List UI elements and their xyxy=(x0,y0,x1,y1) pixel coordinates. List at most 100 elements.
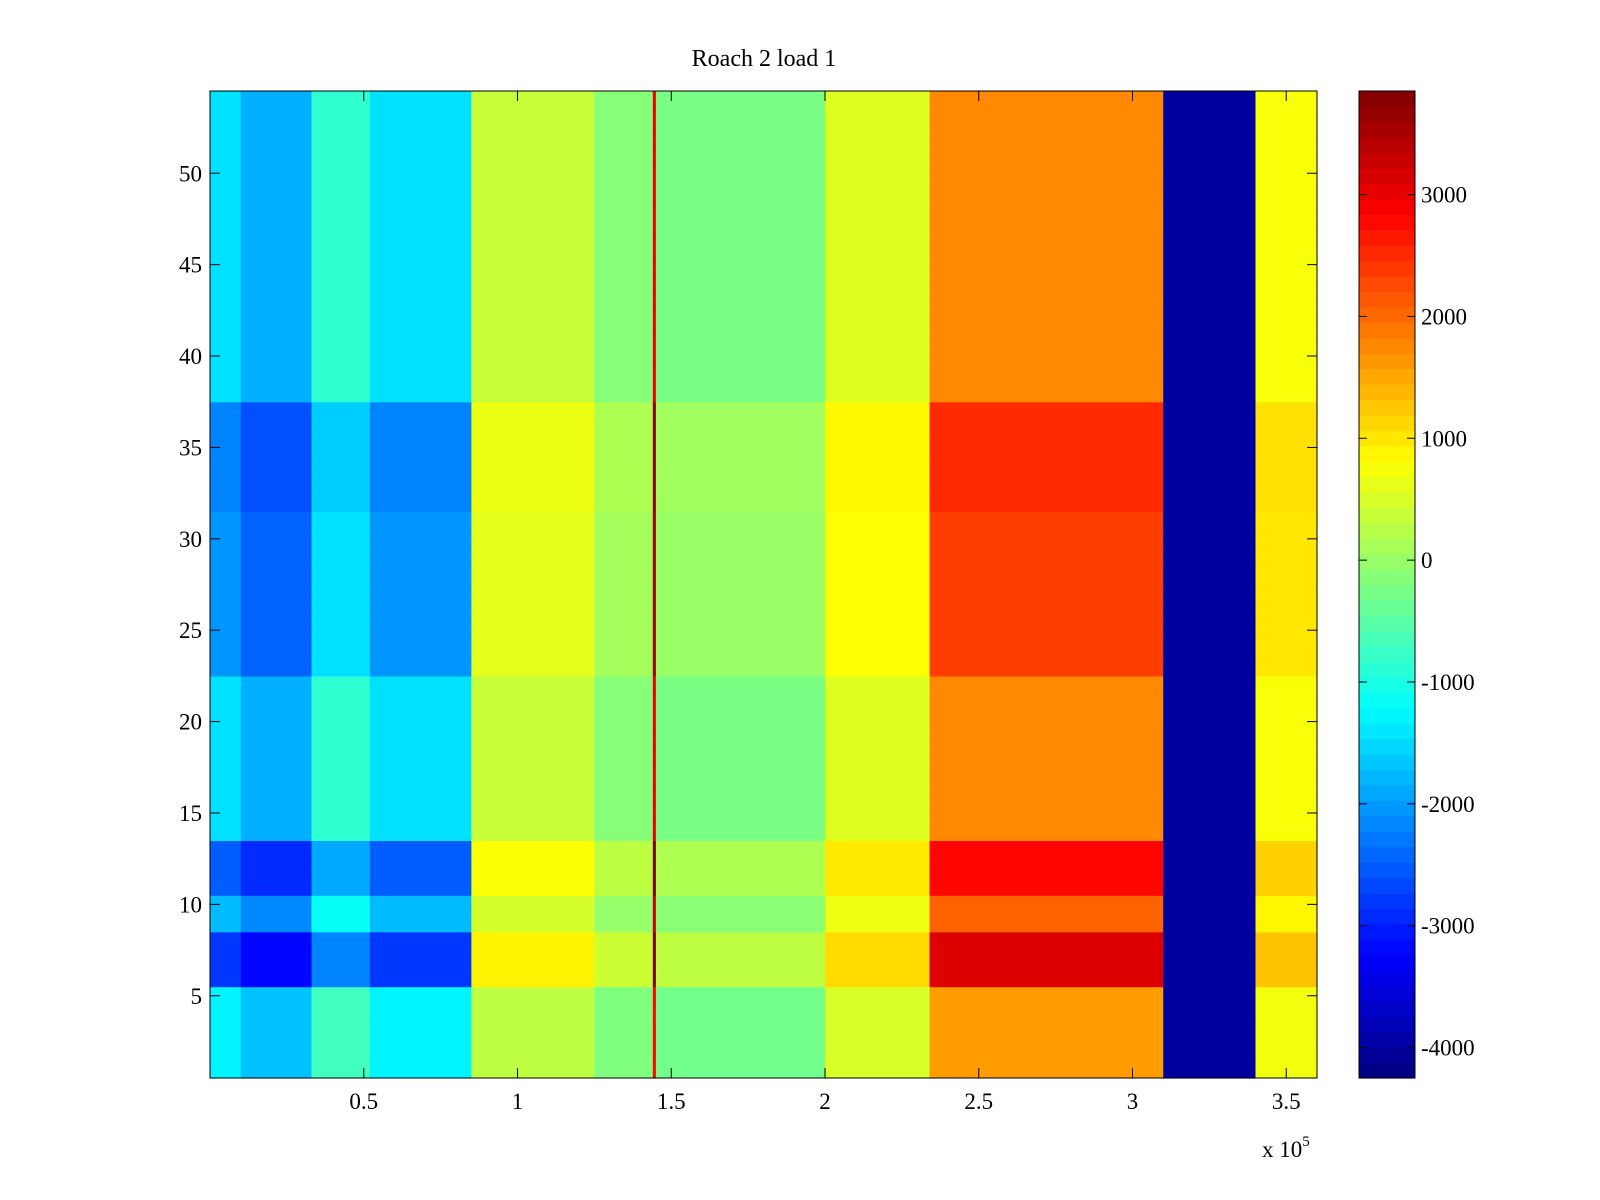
heatmap-cell xyxy=(652,876,657,896)
heatmap-cell xyxy=(825,127,931,147)
heatmap-cell xyxy=(210,493,242,512)
heatmap-cell xyxy=(1255,785,1318,805)
heatmap-cell xyxy=(240,1023,313,1043)
heatmap-cell xyxy=(1163,749,1257,768)
heatmap-cell xyxy=(655,675,826,695)
heatmap-cell xyxy=(594,931,654,951)
heatmap-cell xyxy=(594,91,654,110)
heatmap-cell xyxy=(240,602,313,622)
heatmap-cell xyxy=(929,913,1164,933)
heatmap-cell xyxy=(1163,694,1257,714)
heatmap-cell xyxy=(311,91,371,110)
heatmap-cell xyxy=(471,164,595,183)
heatmap-cell xyxy=(240,876,313,896)
heatmap-cell xyxy=(1163,456,1257,476)
heatmap-cell xyxy=(594,237,654,257)
heatmap-cell xyxy=(471,91,595,110)
heatmap-cell xyxy=(471,456,595,476)
heatmap-cell xyxy=(1255,803,1318,823)
heatmap-cell xyxy=(471,840,595,860)
heatmap-cell xyxy=(240,255,313,275)
colorbar-strip xyxy=(1359,538,1415,555)
heatmap-cell xyxy=(652,675,657,695)
heatmap-cell xyxy=(1255,712,1318,732)
heatmap-cell xyxy=(240,675,313,695)
heatmap-cell xyxy=(240,401,313,421)
colorbar-strip xyxy=(1359,214,1415,231)
y-tick-label: 15 xyxy=(179,801,202,826)
heatmap-cell xyxy=(240,91,313,110)
heatmap-cell xyxy=(594,456,654,476)
heatmap-cell xyxy=(929,749,1164,768)
heatmap-cell xyxy=(471,237,595,257)
colorbar-strip xyxy=(1359,970,1415,987)
heatmap-cell xyxy=(825,474,931,494)
heatmap-cell xyxy=(311,328,371,348)
heatmap-cell xyxy=(652,986,657,1006)
heatmap-cell xyxy=(240,529,313,549)
heatmap-cell xyxy=(825,401,931,421)
heatmap-cell xyxy=(1163,621,1257,640)
heatmap-cell xyxy=(1255,109,1318,129)
colorbar-strip xyxy=(1359,1016,1415,1033)
heatmap-cell xyxy=(655,858,826,878)
heatmap-cell xyxy=(652,218,657,238)
heatmap-cell xyxy=(210,712,242,732)
heatmap-cell xyxy=(594,1004,654,1024)
heatmap-cell xyxy=(652,420,657,439)
heatmap-cell xyxy=(594,218,654,238)
heatmap-cell xyxy=(929,602,1164,622)
heatmap-cell xyxy=(471,401,595,421)
heatmap-cell xyxy=(594,511,654,531)
colorbar-tick-label: 3000 xyxy=(1421,183,1467,208)
heatmap-cell xyxy=(1163,566,1257,586)
heatmap-cell xyxy=(471,145,595,165)
heatmap-cell xyxy=(210,986,242,1006)
colorbar-tick-label: -3000 xyxy=(1421,914,1475,939)
heatmap-cell xyxy=(825,767,931,787)
heatmap-cell xyxy=(311,602,371,622)
heatmap-cell xyxy=(594,822,654,841)
heatmap-cell xyxy=(210,273,242,293)
heatmap-cell xyxy=(652,950,657,969)
heatmap-cell xyxy=(311,767,371,787)
heatmap-cell xyxy=(1163,109,1257,129)
heatmap-cell xyxy=(594,694,654,714)
heatmap-cell xyxy=(929,547,1164,567)
heatmap-cell xyxy=(1163,675,1257,695)
heatmap-cell xyxy=(240,858,313,878)
heatmap-cell xyxy=(1163,420,1257,439)
heatmap-cell xyxy=(240,730,313,750)
y-tick-label: 35 xyxy=(179,435,202,460)
heatmap-cell xyxy=(210,566,242,586)
heatmap-cell xyxy=(311,310,371,330)
heatmap-cell xyxy=(471,694,595,714)
heatmap-cell xyxy=(471,1059,595,1079)
heatmap-cell xyxy=(471,383,595,403)
heatmap-cell xyxy=(240,292,313,311)
heatmap-cell xyxy=(471,785,595,805)
heatmap-cell xyxy=(929,273,1164,293)
heatmap-cell xyxy=(929,456,1164,476)
heatmap-cell xyxy=(210,876,242,896)
heatmap-cell xyxy=(240,1004,313,1024)
heatmap-cell xyxy=(471,200,595,220)
heatmap-cell xyxy=(594,273,654,293)
heatmap-cell xyxy=(1163,328,1257,348)
heatmap-cell xyxy=(210,200,242,220)
colorbar-strip xyxy=(1359,646,1415,663)
heatmap-cell xyxy=(471,420,595,439)
heatmap-cell xyxy=(210,1004,242,1024)
heatmap-cell xyxy=(1163,767,1257,787)
heatmap-cell xyxy=(825,876,931,896)
heatmap-cell xyxy=(594,566,654,586)
heatmap-cell xyxy=(1163,547,1257,567)
heatmap-cell xyxy=(210,310,242,330)
heatmap-cell xyxy=(210,858,242,878)
heatmap-cell xyxy=(369,621,472,640)
heatmap-cell xyxy=(652,237,657,257)
heatmap-cell xyxy=(311,529,371,549)
heatmap-cell xyxy=(929,584,1164,604)
heatmap-cell xyxy=(655,895,826,915)
heatmap-cell xyxy=(311,621,371,640)
